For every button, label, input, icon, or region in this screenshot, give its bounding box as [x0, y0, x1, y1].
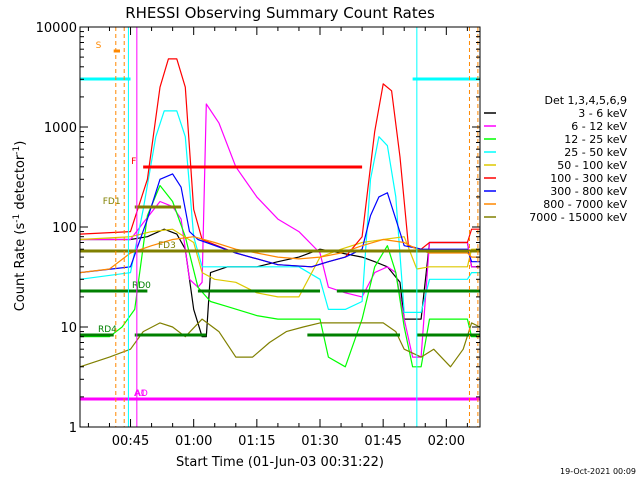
y-label-sup2: -1 [12, 146, 22, 155]
series-line-7 [79, 173, 480, 274]
series-line-9 [79, 318, 481, 368]
axes: 1 10 100 1000 10000 00:45 01:00 01:15 01:30 01:45… [36, 21, 481, 449]
x-tick-label-3: 01:15 [238, 434, 275, 449]
legend-label-1: 3 - 6 keV [578, 107, 627, 120]
legend-label-7: 300 - 800 keV [550, 185, 627, 198]
state-flag-bars: SNFFD1FD3RD0RD4AOA1 [80, 41, 480, 401]
y-label-sup1: -1 [12, 214, 22, 223]
flag-label-fd1: FD1 [103, 197, 121, 207]
legend-title: Det 1,3,4,5,6,9 [544, 94, 627, 107]
legend-label-4: 25 - 50 keV [564, 146, 627, 159]
series-line-1 [80, 228, 480, 338]
y-label-part3: ) [13, 141, 28, 146]
generation-timestamp: 19-Oct-2021 00:09 [560, 467, 636, 476]
flag-label-ao: AO [135, 389, 148, 399]
legend-label-9: 7000 - 15000 keV [529, 211, 627, 224]
series-line-2 [80, 103, 480, 358]
flag-label-s: S [96, 41, 102, 51]
x-axis-label: Start Time (01-Jun-03 00:31:22) [176, 455, 384, 470]
y-tick-label-3: 100 [52, 221, 77, 236]
legend-label-2: 6 - 12 keV [571, 120, 627, 133]
legend-label-8: 800 - 7000 keV [543, 198, 627, 211]
x-tick-label-4: 01:30 [301, 434, 338, 449]
chart-title: RHESSI Observing Summary Count Rates [125, 4, 435, 22]
x-tick-label-5: 01:45 [364, 434, 401, 449]
legend-label-5: 50 - 100 keV [557, 159, 627, 172]
legend-label-3: 12 - 25 keV [564, 133, 627, 146]
series-line-5 [79, 228, 480, 298]
x-tick-label-1: 00:45 [112, 434, 149, 449]
flag-label-a1: A1 [134, 389, 146, 399]
flag-label-f: F [131, 157, 136, 167]
data-layer [79, 58, 481, 368]
y-axis-label: Count Rate (s-1 detector-1) [12, 141, 28, 312]
x-tick-label-6: 02:00 [428, 434, 465, 449]
flag-label-fd3: FD3 [158, 241, 176, 251]
y-tick-label-2: 10 [60, 321, 77, 336]
flag-label-rd4: RD4 [98, 325, 117, 335]
y-label-part1: Count Rate (s [13, 223, 28, 312]
x-tick-label-2: 01:00 [175, 434, 212, 449]
y-tick-label-5: 10000 [36, 21, 77, 36]
series-line-4 [79, 110, 480, 313]
y-tick-label-1: 1 [69, 421, 77, 436]
y-tick-label-4: 1000 [44, 121, 77, 136]
flag-label-rd0: RD0 [132, 281, 151, 291]
y-label-part2: detector [13, 154, 28, 214]
legend-label-6: 100 - 300 keV [550, 172, 627, 185]
